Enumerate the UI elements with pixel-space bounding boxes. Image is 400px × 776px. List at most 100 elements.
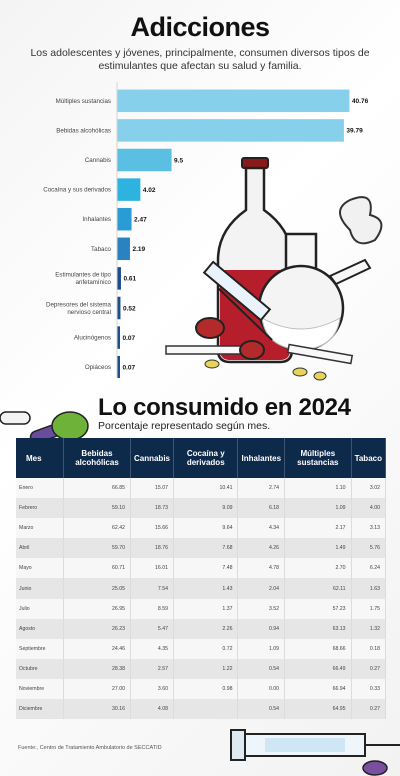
header-month: Mes xyxy=(16,438,64,478)
category-label: Cannabis xyxy=(85,157,111,164)
page-title: Adicciones xyxy=(130,12,270,42)
value-cell: 66.85 xyxy=(63,478,131,499)
value-cell: 5.76 xyxy=(351,538,387,559)
bar xyxy=(117,148,172,172)
bar xyxy=(117,237,130,261)
value-cell: 9.09 xyxy=(173,498,239,519)
table-row: Julio 26.95 8.59 1.37 3.52 57.23 1.75 xyxy=(16,598,387,619)
value-cell: 3.52 xyxy=(237,598,286,619)
table-row: Agosto 26.23 5.47 2.26 0.94 63.13 1.32 xyxy=(16,618,387,639)
table-row: Febrero 59.10 18.73 9.09 6.18 1.09 4.00 xyxy=(16,498,387,519)
month-cell: Marzo xyxy=(16,518,64,539)
value-cell: 0.98 xyxy=(173,678,239,700)
value-cell: 3.60 xyxy=(130,678,175,700)
value-cell: 62.42 xyxy=(63,518,131,539)
bar xyxy=(117,119,344,142)
month-cell: Abril xyxy=(16,538,64,559)
value-cell: 26.23 xyxy=(63,618,131,639)
capsule-icon xyxy=(0,411,31,425)
value-cell: 0.00 xyxy=(237,678,286,700)
table-row: Diciembre 30.16 4.08 0.54 64.95 0.27 xyxy=(16,699,387,720)
value-label: 0.61 xyxy=(123,276,136,283)
header-cocaine: Cocaína y derivados xyxy=(173,438,239,478)
value-cell: 64.95 xyxy=(284,699,352,720)
value-cell: 2.17 xyxy=(284,518,352,539)
value-cell: 0.27 xyxy=(351,658,387,679)
value-cell: 4.00 xyxy=(351,498,387,519)
value-cell: 2.26 xyxy=(173,618,239,639)
value-cell: 8.59 xyxy=(130,598,175,619)
value-cell: 10.41 xyxy=(173,478,239,499)
value-cell: 18.73 xyxy=(130,498,175,519)
table-row: Noviembre 27.00 3.60 0.98 0.00 66.94 0.33 xyxy=(16,678,387,700)
value-cell: 3.02 xyxy=(351,478,387,499)
value-cell: 62.11 xyxy=(284,578,352,599)
table-row: Junio 25.05 7.54 1.43 2.04 62.11 1.63 xyxy=(16,578,387,599)
value-cell: 6.24 xyxy=(351,558,387,579)
table-row: Marzo 62.42 15.66 9.64 4.34 2.17 3.13 xyxy=(16,518,387,539)
value-cell: 68.66 xyxy=(284,638,352,659)
category-label: Depresores del sistema nervioso central xyxy=(46,301,112,316)
month-cell: Noviembre xyxy=(16,678,64,700)
header-cannabis: Cannabis xyxy=(130,438,175,478)
pill-icon xyxy=(51,411,89,441)
value-cell: 9.64 xyxy=(173,518,239,539)
month-cell: Septiembre xyxy=(16,638,64,659)
value-label: 39.79 xyxy=(346,128,363,135)
value-cell: 27.00 xyxy=(63,678,131,700)
value-cell: 0.18 xyxy=(351,638,387,659)
value-label: 9.5 xyxy=(174,157,183,164)
value-cell: 1.22 xyxy=(173,658,239,679)
value-cell: 60.71 xyxy=(63,558,131,579)
value-cell: 4.35 xyxy=(130,638,175,659)
mushroom-icon xyxy=(239,340,265,360)
value-cell: 1.09 xyxy=(284,498,352,519)
value-cell: 28.38 xyxy=(63,658,131,679)
value-cell: 59.70 xyxy=(63,538,131,559)
value-cell: 18.76 xyxy=(130,538,175,559)
category-label: Alucinógenos xyxy=(74,335,111,342)
value-cell: 4.08 xyxy=(130,699,175,720)
value-cell: 1.49 xyxy=(284,538,352,559)
value-cell: 1.75 xyxy=(351,598,387,619)
value-cell: 1.32 xyxy=(351,618,387,639)
value-cell: 0.94 xyxy=(237,618,286,639)
table-subtitle: Porcentaje representado según mes. xyxy=(98,420,271,432)
bar xyxy=(117,207,132,231)
value-cell: 7.68 xyxy=(173,538,239,559)
value-label: 2.19 xyxy=(132,246,145,253)
table-header-row: Mes Bebidas alcohólicas Cannabis Cocaína… xyxy=(16,438,387,478)
category-label: Tabaco xyxy=(91,246,112,253)
value-cell: 4.26 xyxy=(237,538,286,559)
value-cell: 6.18 xyxy=(237,498,286,519)
value-cell: 57.23 xyxy=(284,598,352,619)
value-label: 40.76 xyxy=(352,98,369,105)
month-cell: Mayo xyxy=(16,558,64,579)
category-label: Cocaína y sus derivados xyxy=(43,187,111,194)
value-label: 0.07 xyxy=(123,335,136,342)
bar xyxy=(117,326,120,349)
value-label: 2.47 xyxy=(134,217,147,224)
bar xyxy=(117,355,120,378)
month-cell: Junio xyxy=(16,578,64,599)
page-subtitle: Los adolescentes y jóvenes, principalmen… xyxy=(30,47,370,72)
value-cell: 0.33 xyxy=(351,678,387,700)
category-label: Estimulantes de tipo anfetamínico xyxy=(55,272,111,287)
month-cell: Agosto xyxy=(16,618,64,639)
value-cell: 4.34 xyxy=(237,518,286,539)
value-cell: 0.27 xyxy=(351,699,387,720)
capsules-illustration xyxy=(0,411,89,444)
value-cell: 2.70 xyxy=(284,558,352,579)
value-label: 4.02 xyxy=(143,187,156,194)
value-cell: 2.04 xyxy=(237,578,286,599)
bar xyxy=(117,89,350,113)
month-cell: Febrero xyxy=(16,498,64,519)
value-cell: 4.78 xyxy=(237,558,286,579)
month-cell: Diciembre xyxy=(16,699,64,720)
header-alcohol: Bebidas alcohólicas xyxy=(63,438,131,478)
value-cell: 15.66 xyxy=(130,518,175,539)
pill-icon xyxy=(292,367,308,377)
pill-icon xyxy=(362,760,388,776)
value-cell: 63.13 xyxy=(284,618,352,639)
value-cell: 26.95 xyxy=(63,598,131,619)
